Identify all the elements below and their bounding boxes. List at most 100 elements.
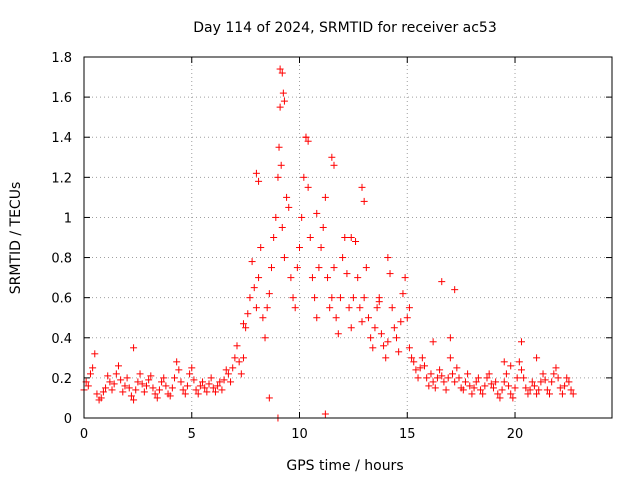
data-point (315, 264, 323, 272)
data-point (162, 382, 170, 390)
data-point (455, 374, 463, 382)
data-point (328, 294, 336, 302)
data-point (242, 324, 250, 332)
data-point (446, 334, 454, 342)
data-point (505, 382, 513, 390)
data-point (345, 304, 353, 312)
data-point (511, 384, 519, 392)
data-point (261, 334, 269, 342)
data-point (513, 374, 521, 382)
data-point (541, 376, 549, 384)
data-point (211, 388, 219, 396)
data-point (278, 223, 286, 231)
data-point (235, 358, 243, 366)
data-point (479, 390, 487, 398)
y-tick-label: 0.4 (51, 332, 72, 347)
data-point (183, 382, 191, 390)
data-point (270, 234, 278, 241)
data-point (296, 244, 304, 252)
data-point (274, 173, 282, 181)
data-point (84, 382, 92, 390)
data-point (214, 382, 222, 390)
data-point (507, 390, 515, 398)
data-point (280, 97, 288, 105)
data-point (237, 370, 245, 378)
data-point (341, 234, 349, 241)
data-point (423, 374, 431, 382)
data-point (429, 378, 437, 386)
chart-title: Day 114 of 2024, SRMTID for receiver ac5… (193, 20, 497, 36)
data-point (89, 364, 97, 372)
data-point (369, 344, 377, 352)
data-point (440, 378, 448, 386)
data-point (438, 372, 446, 380)
data-point (380, 342, 388, 350)
data-point (567, 386, 575, 394)
data-point (149, 384, 157, 392)
data-point (539, 370, 547, 378)
data-point (205, 380, 213, 388)
data-point (548, 378, 556, 386)
data-point (265, 290, 273, 298)
data-point (554, 374, 562, 382)
data-point (313, 209, 321, 217)
y-axis-ticks: 0 0.2 0.4 0.6 0.8 1 1.2 1.4 1.6 1.8 (51, 51, 612, 427)
data-point (209, 384, 217, 392)
y-tick-label: 1.6 (51, 91, 72, 106)
data-point (569, 390, 577, 398)
data-point (556, 384, 564, 392)
data-point (403, 314, 411, 322)
data-point (332, 314, 340, 322)
data-point (239, 354, 247, 362)
data-point (552, 364, 560, 372)
data-point (224, 370, 232, 378)
data-point (220, 376, 228, 384)
data-point (477, 386, 485, 394)
data-point (436, 366, 444, 374)
data-point (405, 304, 413, 312)
data-point (168, 384, 176, 392)
data-point (93, 390, 101, 398)
data-point (287, 274, 295, 282)
data-point (537, 378, 545, 386)
data-point (466, 382, 474, 390)
data-point (147, 372, 155, 380)
data-point (416, 364, 424, 372)
data-point (188, 364, 196, 372)
data-point (336, 294, 344, 302)
data-point (421, 362, 429, 370)
data-point (153, 394, 161, 402)
data-point (112, 370, 120, 378)
data-point (311, 294, 319, 302)
data-point (429, 338, 437, 346)
data-point (451, 378, 459, 386)
data-point (427, 370, 435, 378)
data-point (265, 394, 273, 402)
data-point (196, 382, 204, 390)
data-point (328, 153, 336, 161)
data-point (201, 384, 209, 392)
data-point (358, 183, 366, 191)
data-point (517, 338, 525, 346)
data-point (203, 388, 211, 396)
data-point (179, 386, 187, 394)
data-point (190, 376, 198, 384)
data-point (453, 364, 461, 372)
data-point (117, 376, 125, 384)
data-point (142, 382, 150, 390)
y-tick-label: 0.6 (51, 292, 72, 307)
data-point (304, 183, 312, 191)
data-point (349, 294, 357, 302)
data-point (425, 382, 433, 390)
data-point (175, 366, 183, 374)
data-point (293, 264, 301, 272)
data-point (216, 378, 224, 386)
data-point (319, 223, 327, 231)
data-point (229, 364, 237, 372)
data-point (459, 386, 467, 394)
data-point (408, 354, 416, 362)
data-point (291, 304, 299, 312)
data-point (194, 390, 202, 398)
data-point (127, 392, 135, 400)
